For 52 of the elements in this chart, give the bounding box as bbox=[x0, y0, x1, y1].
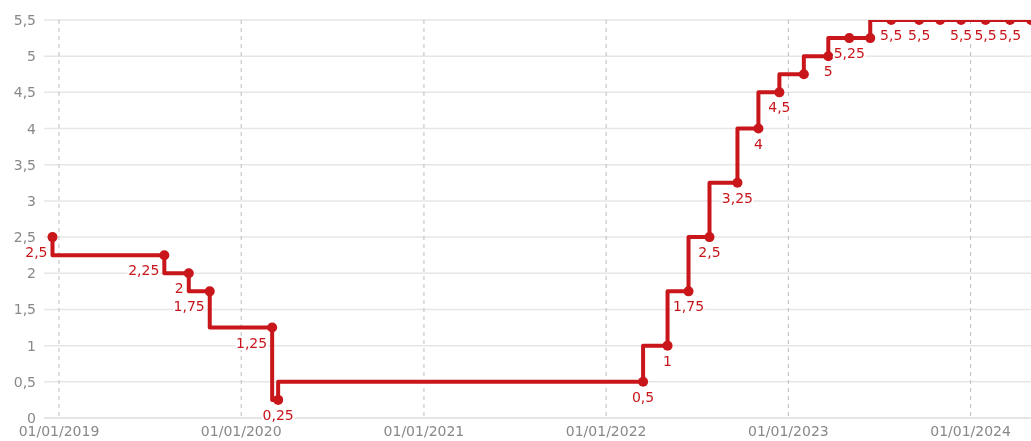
data-label: 4 bbox=[753, 135, 763, 152]
point bbox=[865, 33, 876, 44]
data-label: 0,25 bbox=[262, 406, 294, 423]
data-label: 5,5 bbox=[949, 27, 973, 43]
y-tick-label: 2 bbox=[27, 265, 36, 282]
y-tick-label: 1,5 bbox=[13, 301, 36, 318]
y-tick-label: 5,5 bbox=[13, 11, 36, 28]
y-tick-label: 0,5 bbox=[13, 373, 36, 390]
data-label: 5 bbox=[823, 63, 833, 80]
x-tick-label: 01/01/2024 bbox=[930, 422, 1012, 439]
point bbox=[753, 123, 764, 134]
point bbox=[662, 340, 673, 351]
data-label: 2 bbox=[174, 280, 184, 297]
data-label: 1,75 bbox=[672, 298, 705, 315]
data-label: 5,5 bbox=[974, 27, 997, 43]
data-label: 5,5 bbox=[880, 27, 903, 43]
y-tick-label: 1 bbox=[27, 337, 36, 354]
x-tick-label: 01/01/2021 bbox=[383, 422, 465, 439]
data-label: 2,5 bbox=[698, 244, 721, 261]
point bbox=[183, 268, 194, 279]
data-label: 5,25 bbox=[833, 45, 865, 62]
point bbox=[823, 51, 834, 62]
point bbox=[844, 33, 855, 44]
data-label: 1,25 bbox=[235, 334, 268, 351]
y-tick-label: 3 bbox=[27, 192, 36, 209]
data-label: 3,25 bbox=[721, 189, 754, 206]
point bbox=[273, 394, 284, 405]
point bbox=[267, 322, 278, 333]
y-tick-label: 4,5 bbox=[13, 84, 36, 101]
point bbox=[704, 232, 715, 243]
data-label: 5,5 bbox=[998, 27, 1022, 43]
x-tick-label: 01/01/2023 bbox=[748, 422, 829, 439]
point bbox=[774, 87, 785, 98]
data-label: 0,5 bbox=[631, 388, 655, 405]
data-label: 1 bbox=[663, 352, 673, 369]
y-tick-label: 3,5 bbox=[13, 156, 36, 173]
point bbox=[683, 286, 694, 297]
point bbox=[732, 177, 743, 188]
point bbox=[47, 232, 58, 243]
data-label: 1,75 bbox=[173, 298, 205, 315]
data-label: 5,5 bbox=[908, 27, 931, 43]
data-label: 4,5 bbox=[768, 99, 791, 116]
y-tick-label: 4 bbox=[27, 120, 37, 137]
y-tick-label: 5 bbox=[27, 48, 36, 65]
data-label: 2,25 bbox=[128, 262, 160, 279]
x-tick-label: 01/01/2022 bbox=[565, 422, 647, 439]
point bbox=[798, 69, 809, 80]
point bbox=[159, 250, 170, 261]
point bbox=[638, 376, 649, 387]
y-tick-label: 2,5 bbox=[13, 229, 36, 246]
x-tick-label: 01/01/2020 bbox=[200, 422, 282, 439]
point bbox=[204, 286, 215, 297]
